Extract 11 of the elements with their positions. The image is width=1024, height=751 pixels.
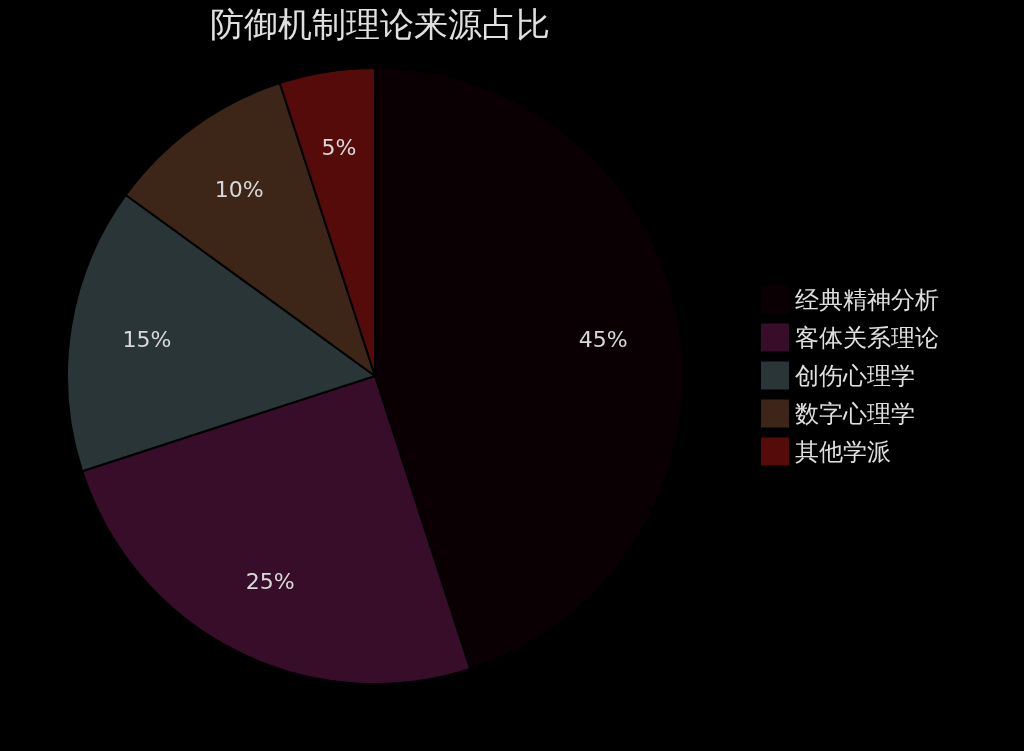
data-label: 5% [321,135,357,161]
legend-label: 经典精神分析 [795,285,939,314]
data-label: 15% [122,327,172,353]
legend-label: 客体关系理论 [795,323,939,352]
legend-label: 其他学派 [795,437,891,466]
chart-title: 防御机制理论来源占比 [210,4,550,44]
data-label: 25% [245,569,295,595]
legend-label: 创伤心理学 [795,361,915,390]
data-label: 10% [214,176,264,202]
legend-label: 数字心理学 [795,399,915,428]
data-label: 45% [578,327,628,353]
